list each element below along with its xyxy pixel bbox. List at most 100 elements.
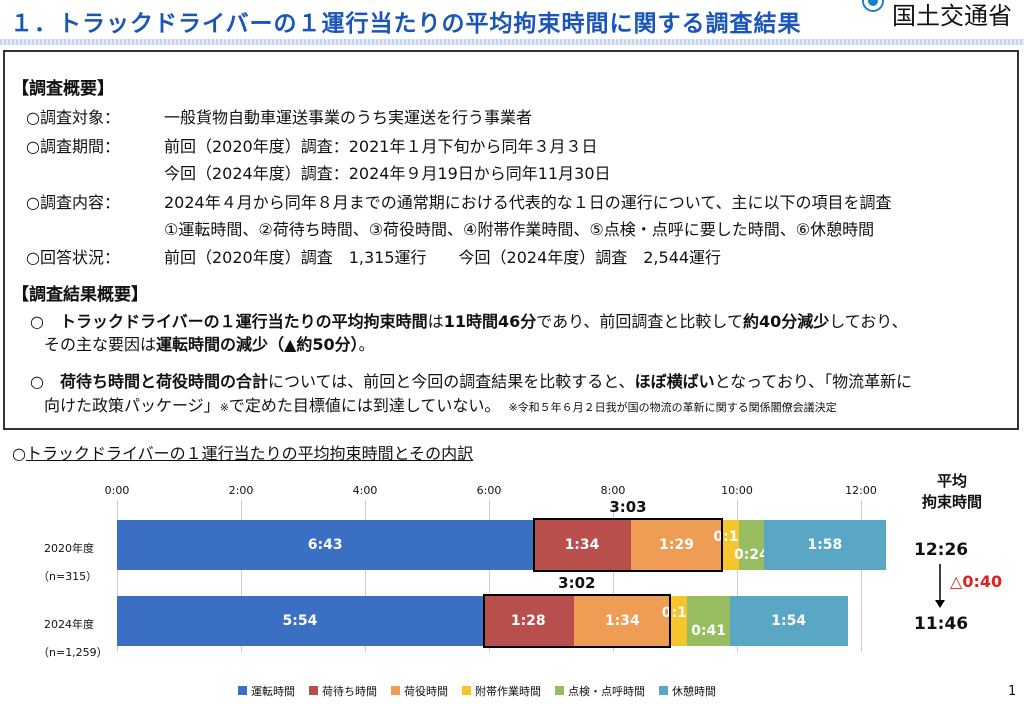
- result-paragraph-1-cont: その主な要因は運転時間の減少（▲約50分）。: [44, 334, 375, 356]
- page-number: 1: [1008, 684, 1017, 699]
- section-title-text: トラックドライバーの１運行当たりの平均拘束時間とその内訳: [25, 444, 474, 463]
- result-paragraph-2: ○ 荷待ち時間と荷役時間の合計については、前回と今回の調査結果を比較すると、ほぼ…: [30, 371, 912, 393]
- bar-data-label: 1:54: [771, 613, 807, 629]
- overview-row-text: ①運転時間、②荷待ち時間、③荷役時間、④附帯作業時間、⑤点検・点呼に要した時間、…: [164, 220, 875, 239]
- total-2024: 11:46: [914, 614, 969, 634]
- overview-row-text: 前回（2020年度）調査：2021年１月下旬から同年３月３日: [164, 137, 598, 156]
- result-text: 。: [358, 335, 375, 354]
- result-text: は: [427, 312, 444, 331]
- bar-segment: 0:41: [687, 596, 730, 646]
- legend-swatch: [462, 686, 471, 695]
- total-header: 平均 拘束時間: [920, 470, 984, 512]
- legend-label: 点検・点呼時間: [568, 684, 645, 698]
- bullet: ○: [30, 372, 44, 391]
- overview-row-label: ○回答状況：: [26, 248, 120, 267]
- gridline: [737, 500, 738, 652]
- overview-row-text: 今回（2024年度）調査：2024年９月19日から同年11月30日: [164, 164, 611, 183]
- gridline: [365, 500, 366, 652]
- overview-row-content: ○調査内容： 2024年４月から同年８月までの通常期における代表的な１日の運行につ…: [26, 189, 891, 213]
- legend-label: 荷役時間: [404, 684, 448, 698]
- result-text: で定めた目標値には到達していない。: [228, 396, 493, 415]
- bar-data-label: 6:43: [307, 537, 343, 553]
- legend-swatch: [659, 686, 668, 695]
- bar-segment: 1:34: [533, 520, 631, 570]
- result-text: その主な要因は: [44, 335, 157, 354]
- ministry-name: 国土交通省: [892, 2, 1012, 30]
- result-emphasis: トラックドライバーの１運行当たりの平均拘束時間: [59, 312, 428, 331]
- bar-data-label: 1:29: [659, 537, 694, 553]
- legend-item: 点検・点呼時間: [555, 683, 645, 699]
- total-header-line: 平均: [936, 472, 967, 490]
- overview-row-target: ○調査対象： 一般貨物自動車運送事業のうち実運送を行う事業者: [26, 104, 532, 128]
- overview-row-text: 一般貨物自動車運送事業のうち実運送を行う事業者: [164, 108, 533, 127]
- legend-item: 附帯作業時間: [462, 683, 541, 699]
- change-label: △0:40: [950, 572, 1002, 591]
- bar-segment: 1:58: [763, 520, 886, 570]
- bar-data-label: 1:34: [564, 537, 600, 553]
- result-paragraph-2-cont: 向けた政策パッケージ」※で定めた目標値には到達していない。 ※令和５年６月２日我…: [44, 395, 837, 419]
- category-label: 2024年度: [44, 618, 94, 631]
- bar-data-label: 1:58: [807, 537, 843, 553]
- legend-swatch: [238, 686, 247, 695]
- title-divider: [0, 39, 1024, 45]
- results-heading: 【調査結果概要】: [12, 285, 148, 305]
- change-symbol: △: [950, 572, 963, 591]
- legend-label: 休憩時間: [672, 684, 716, 698]
- footnote: ※令和５年６月２日我が国の物流の革新に関する関係閣僚会議決定: [508, 401, 837, 414]
- gridline: [489, 500, 490, 652]
- wait-handling-total-label: 3:03: [609, 498, 647, 516]
- category-sample-size: （n=1,259）: [38, 646, 108, 659]
- overview-row-text: 2024年４月から同年８月までの通常期における代表的な１日の運行について、主に以…: [164, 193, 892, 212]
- result-text: しており、: [829, 312, 908, 331]
- page-title: １．トラックドライバーの１運行当たりの平均拘束時間に関する調査結果: [10, 11, 802, 37]
- legend-swatch: [555, 686, 564, 695]
- x-tick-label: 4:00: [352, 484, 378, 497]
- x-tick-label: 10:00: [721, 484, 753, 497]
- bar-segment: 1:34: [573, 596, 671, 646]
- wait-handling-total-label: 3:02: [558, 574, 596, 592]
- change-value: 0:40: [962, 572, 1003, 591]
- bar-data-label: 1:34: [604, 613, 640, 629]
- category-sample-size: （n=315）: [38, 570, 98, 583]
- wait-handling-frame: [533, 518, 723, 572]
- decrease-arrow-icon: [935, 564, 945, 608]
- overview-row-label: ○調査対象：: [26, 108, 120, 127]
- legend-item: 荷待ち時間: [309, 683, 377, 699]
- result-emphasis: ほぼ横ばい: [634, 372, 715, 391]
- bar-data-label: 0:41: [691, 623, 726, 639]
- overview-row-label: ○調査期間：: [26, 137, 120, 156]
- result-emphasis: 約40分減少: [742, 312, 830, 331]
- x-tick-label: 8:00: [600, 484, 626, 497]
- overview-row-label: ○調査内容：: [26, 193, 120, 212]
- bar-segment: 1:54: [729, 596, 848, 646]
- bar-segment: 0:16: [662, 596, 697, 646]
- result-text: については、前回と今回の調査結果を比較すると、: [268, 372, 635, 391]
- total-header-line: 拘束時間: [921, 493, 982, 511]
- x-tick-label: 12:00: [845, 484, 877, 497]
- legend-item: 休憩時間: [659, 683, 716, 699]
- bar-segment: 6:43: [117, 520, 534, 570]
- legend-swatch: [391, 686, 400, 695]
- summary-box: [3, 50, 1019, 430]
- result-text: であり、前回調査と比較して: [536, 312, 743, 331]
- ministry-logo-icon: [862, 0, 884, 12]
- overview-row-text: 前回（2020年度）調査 1,315運行 今回（2024年度）調査 2,544運…: [164, 248, 722, 267]
- chart-legend: 運転時間 荷待ち時間 荷役時間 附帯作業時間 点検・点呼時間 休憩時間: [238, 680, 730, 699]
- legend-swatch: [309, 686, 318, 695]
- bar-data-label: 5:54: [282, 613, 318, 629]
- result-text: となっており、「物流革新に: [714, 372, 913, 391]
- legend-label: 運転時間: [251, 684, 295, 698]
- result-emphasis: 運転時間の減少（▲約50分）: [156, 335, 359, 354]
- bar-data-label: 0:24: [734, 547, 769, 563]
- result-emphasis: 荷待ち時間と荷役時間の合計: [59, 372, 268, 391]
- overview-heading: 【調査概要】: [12, 79, 114, 99]
- gridline: [613, 500, 614, 652]
- bar-segment: 1:29: [630, 520, 723, 570]
- legend-item: 運転時間: [238, 683, 295, 699]
- legend-label: 荷待ち時間: [322, 684, 377, 698]
- overview-row-period-2024: 今回（2024年度）調査：2024年９月19日から同年11月30日: [26, 160, 611, 184]
- bullet: ○: [30, 312, 44, 331]
- chart-section-title: ○トラックドライバーの１運行当たりの平均拘束時間とその内訳: [12, 440, 473, 464]
- bar-segment: 1:28: [482, 596, 574, 646]
